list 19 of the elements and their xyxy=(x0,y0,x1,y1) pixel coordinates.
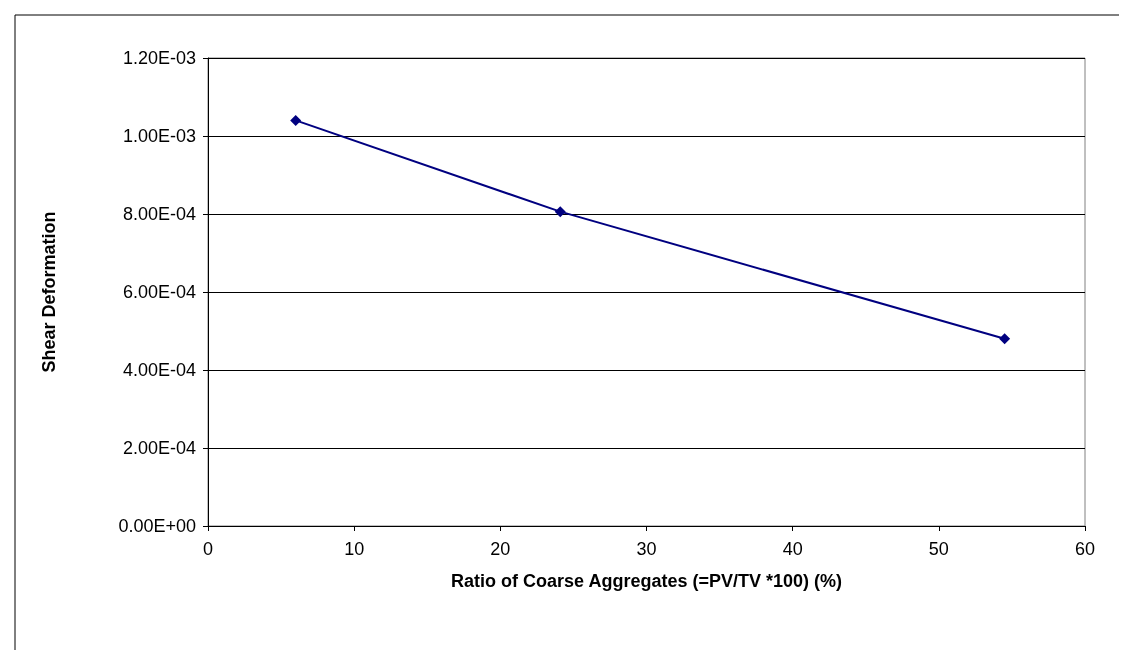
x-tick-label: 40 xyxy=(782,539,803,559)
y-tick-label: 6.00E-04 xyxy=(122,282,196,302)
point xyxy=(290,114,302,126)
y-tick-label: 0.00E+00 xyxy=(118,516,196,536)
x-tick-label: 50 xyxy=(928,539,949,559)
x-tick-label: 20 xyxy=(490,539,511,559)
point xyxy=(999,333,1011,345)
x-tick-label: 30 xyxy=(636,539,657,559)
x-tick-label: 60 xyxy=(1074,539,1096,559)
y-tick-label: 4.00E-04 xyxy=(122,360,196,380)
point xyxy=(554,206,566,218)
x-tick-label: 10 xyxy=(344,539,365,559)
x-tick-label: 0 xyxy=(202,539,214,559)
y-axis-title: Shear Deformation xyxy=(39,211,59,373)
y-tick-label: 1.20E-03 xyxy=(122,48,196,68)
x-axis-title: Ratio of Coarse Aggregates (=PV/TV *100) (%) xyxy=(451,571,842,591)
y-tick-label: 2.00E-04 xyxy=(122,438,196,458)
y-tick-label: 1.00E-03 xyxy=(122,126,196,146)
y-tick-label: 8.00E-04 xyxy=(122,204,196,224)
